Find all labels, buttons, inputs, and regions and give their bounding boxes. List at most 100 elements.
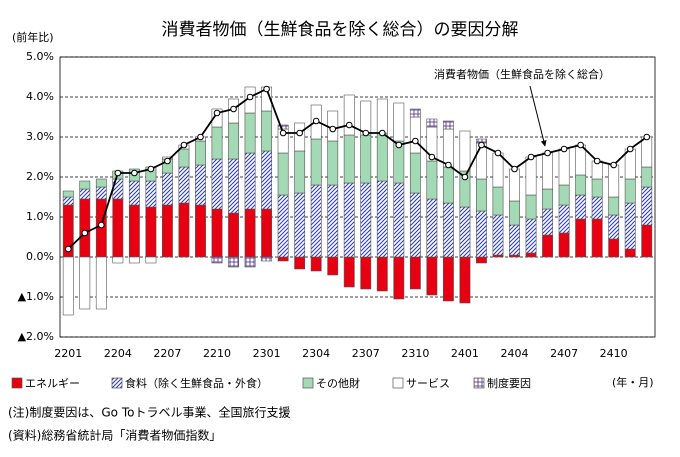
bar-segment: [591, 178, 603, 198]
bar-segment: [442, 202, 454, 258]
bar-segment: [442, 256, 454, 302]
bar-segment: [409, 192, 421, 258]
bar-segment: [624, 178, 636, 204]
bar-segment: [575, 194, 587, 220]
line-marker: [560, 145, 568, 153]
note: (注)制度要因は、Go Toトラベル事業、全国旅行支援: [8, 405, 290, 420]
annotation-arrow: [529, 85, 547, 147]
x-tick-label: 2210: [203, 347, 231, 360]
bar-segment: [525, 194, 537, 220]
line-marker: [213, 109, 221, 117]
bar-segment: [261, 110, 273, 152]
bar-segment: [608, 164, 620, 198]
line-marker: [345, 121, 353, 129]
line-marker: [164, 157, 171, 165]
bar-segment: [62, 190, 74, 198]
bar-segment: [128, 180, 140, 206]
bar-segment: [641, 166, 653, 188]
line-marker: [544, 149, 551, 157]
legend-label: 制度要因: [487, 376, 531, 390]
line-marker: [428, 153, 436, 161]
bar-segment: [178, 202, 190, 258]
y-tick-label: ▲2.0%: [18, 330, 54, 343]
bar-segment: [145, 256, 157, 264]
bar-segment: [277, 124, 289, 130]
line-marker: [64, 245, 72, 253]
y-tick-label: 1.0%: [26, 210, 54, 223]
bar-segment: [360, 256, 372, 290]
bar-segment: [426, 198, 438, 258]
annotation: 消費者物価（生鮮食品を除く総合）: [434, 67, 610, 81]
bar-segment: [343, 256, 355, 288]
bar-segment: [393, 102, 405, 142]
line-marker: [494, 149, 502, 157]
bar-segment: [343, 94, 355, 136]
bar-segment: [128, 204, 140, 258]
line-marker: [81, 229, 89, 237]
bar-segment: [327, 256, 339, 276]
bar-segment: [442, 120, 454, 130]
bar-segment: [195, 164, 206, 206]
bar-segment: [162, 204, 173, 258]
line-marker: [593, 157, 601, 165]
bar-segment: [575, 218, 587, 258]
bar-segment: [641, 186, 653, 226]
line-marker: [329, 125, 337, 133]
bar-segment: [310, 184, 322, 258]
legend-label: 食料（除く生鮮食品・外食）: [125, 376, 268, 390]
bar-segment: [228, 158, 239, 214]
bar-segment: [62, 196, 74, 206]
x-tick-label: 2201: [54, 347, 82, 360]
bar-segment: [244, 112, 256, 154]
bar-segment: [641, 136, 653, 168]
bar-segment: [211, 108, 223, 128]
legend-label: その他財: [316, 376, 360, 390]
bar-segment: [608, 196, 620, 216]
bar-segment: [277, 256, 289, 262]
line-marker: [98, 221, 105, 229]
bar-segment: [294, 150, 306, 194]
bar-segment: [294, 256, 306, 270]
legend-swatch: [473, 377, 485, 389]
bar-segment: [79, 256, 91, 310]
bar-segment: [476, 256, 487, 264]
bar-segment: [641, 224, 653, 258]
bar-segment: [509, 254, 520, 258]
bar-segment: [261, 256, 273, 262]
bar-segment: [195, 140, 206, 166]
bar-segment: [393, 256, 405, 300]
bar-segment: [558, 204, 570, 234]
line-marker: [378, 129, 386, 137]
bar-segment: [492, 254, 504, 258]
bar-segment: [112, 256, 124, 264]
line-marker: [147, 165, 155, 173]
bar-segment: [162, 172, 173, 206]
bar-segment: [261, 208, 273, 258]
line-marker: [527, 153, 535, 161]
bar-segment: [542, 152, 553, 190]
x-tick-label: 2407: [550, 347, 578, 360]
bar-segment: [112, 198, 124, 258]
bar-segment: [542, 208, 553, 236]
line-marker: [180, 141, 188, 149]
y-tick-label: 3.0%: [26, 130, 54, 143]
bar-segment: [608, 214, 620, 240]
bar-segment: [211, 256, 223, 264]
line-marker: [478, 141, 485, 149]
bar-segment: [128, 256, 140, 264]
line-marker: [626, 145, 634, 153]
line-marker: [246, 93, 254, 101]
bar-segment: [525, 156, 537, 196]
legend-swatch: [392, 377, 404, 389]
legend-label: サービス: [406, 377, 450, 390]
bar-segment: [294, 122, 306, 152]
bar-segment: [608, 238, 620, 258]
bar-segment: [244, 152, 256, 210]
line-marker: [511, 165, 518, 173]
bar-segment: [376, 132, 388, 182]
legend-swatch: [111, 377, 123, 389]
bar-segment: [409, 108, 421, 118]
bar-segment: [476, 178, 487, 212]
bar-segment: [426, 160, 438, 200]
x-tick-label: 2304: [302, 347, 330, 360]
